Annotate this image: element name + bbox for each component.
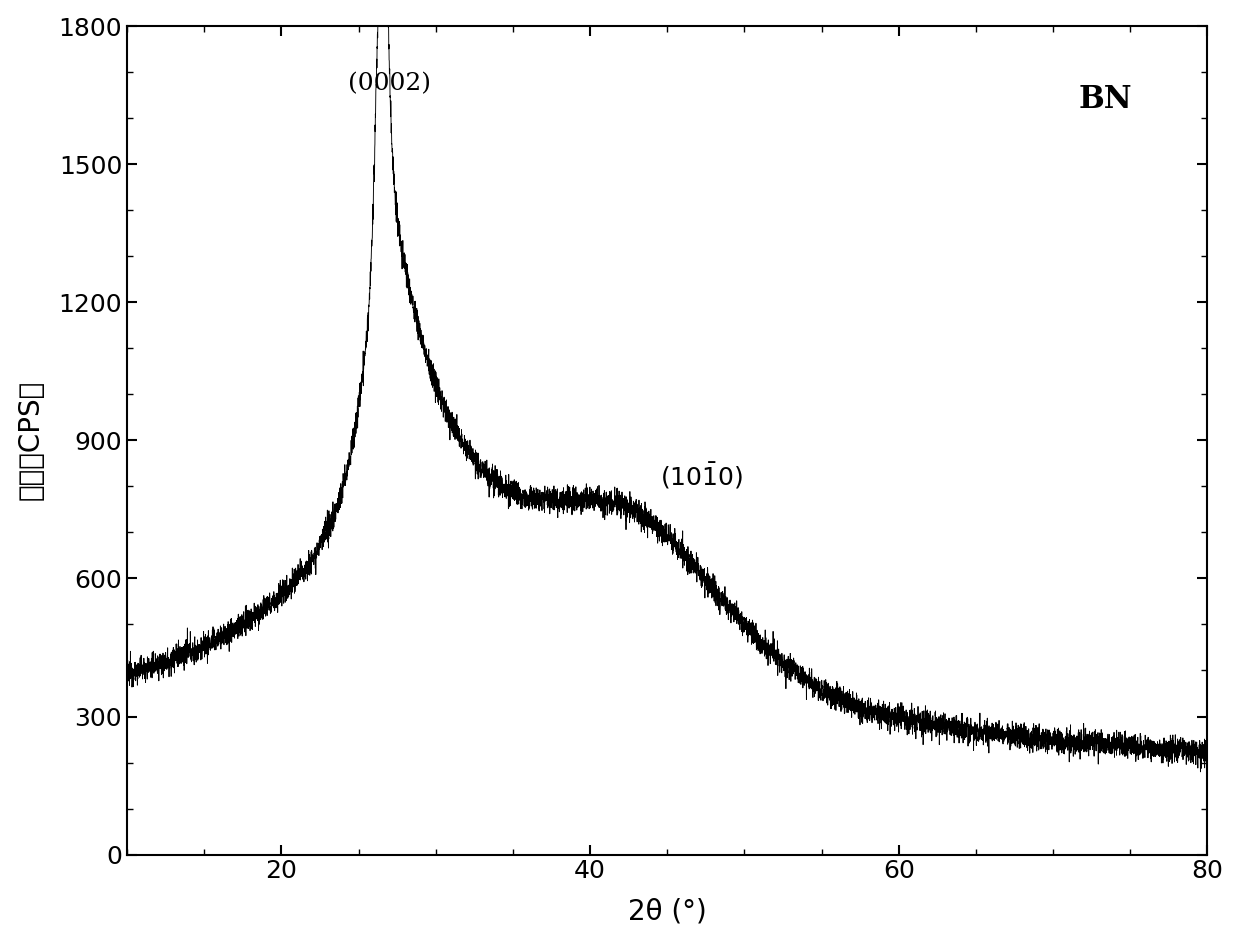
Y-axis label: 強度（CPS）: 強度（CPS） bbox=[16, 381, 45, 500]
Text: $(10\bar{1}0)$: $(10\bar{1}0)$ bbox=[660, 461, 743, 491]
X-axis label: 2θ (°): 2θ (°) bbox=[627, 898, 707, 925]
Text: BN: BN bbox=[1078, 84, 1132, 115]
Text: (0002): (0002) bbox=[348, 73, 432, 95]
